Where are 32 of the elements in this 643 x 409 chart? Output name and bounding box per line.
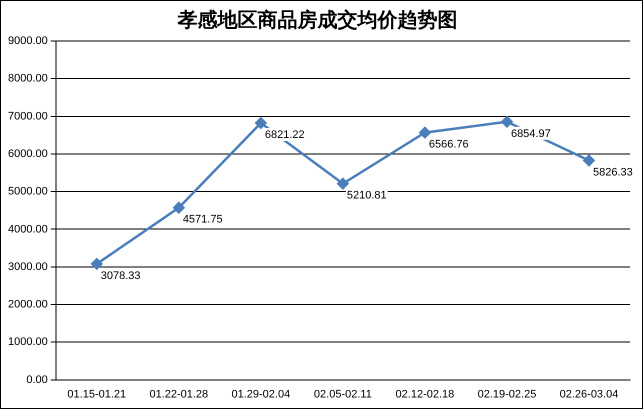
x-tick-label: 01.29-02.04 [231,388,290,400]
x-tick-label: 02.19-02.25 [478,388,536,400]
point [255,117,267,129]
y-tick-label: 8000.00 [8,72,48,85]
point [173,202,185,214]
data-label: 5210.81 [346,190,387,202]
y-tick-label: 6000.00 [8,148,48,160]
y-tick-label: 0.00 [26,374,48,386]
y-tick-label: 4000.00 [8,223,48,236]
point [419,126,431,138]
y-tick-label: 3000.00 [8,260,48,273]
chart-title: 孝感地区商品房成交均价趋势图 [176,8,458,32]
point [91,258,103,270]
point [337,178,349,190]
y-tick-label: 9000.00 [8,35,48,48]
x-tick-label: 02.26-03.04 [560,388,618,400]
x-tick-label: 02.12-02.18 [396,388,454,400]
data-label: 5826.33 [592,166,633,178]
data-label: 3078.33 [100,270,141,282]
y-tick-label: 7000.00 [8,110,48,122]
data-label: 6566.76 [428,138,469,151]
y-tick-label: 5000.00 [8,186,48,198]
y-tick-label: 1000.00 [8,336,48,348]
y-tick-label: 2000.00 [8,298,48,311]
data-label: 4571.75 [182,214,223,226]
data-label: 6854.97 [510,128,551,140]
x-tick-label: 02.05-02.11 [314,388,372,400]
point [501,116,513,128]
data-label: 6821.22 [264,129,305,142]
x-tick-label: 01.22-01.28 [149,388,208,400]
point [583,154,595,166]
x-tick-label: 01.15-01.21 [67,388,126,400]
